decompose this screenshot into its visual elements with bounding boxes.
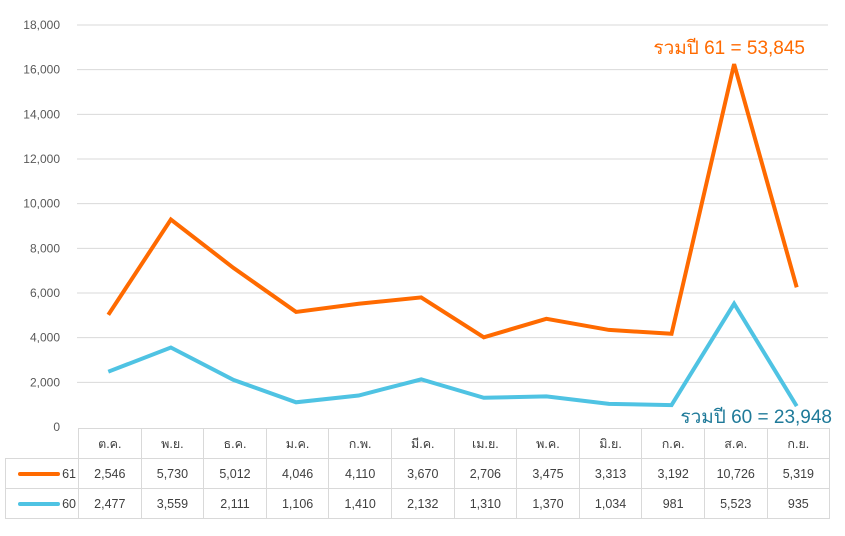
legend-entry: 60: [5, 488, 79, 519]
data-label: 2,546: [78, 458, 142, 489]
data-label: 3,313: [578, 458, 643, 489]
data-label: 935: [766, 488, 831, 519]
data-label: 5,523: [703, 488, 768, 519]
x-tick-label: พ.ค.: [516, 428, 580, 459]
y-tick-label: 2,000: [30, 375, 60, 389]
data-label: 1,370: [516, 488, 580, 519]
y-tick-label: 16,000: [23, 63, 60, 77]
data-label: 10,726: [703, 458, 768, 489]
x-tick-label: เม.ย.: [453, 428, 518, 459]
y-tick-label: 4,000: [30, 331, 60, 345]
y-tick-label: 18,000: [23, 18, 60, 32]
x-tick-label: ต.ค.: [78, 428, 142, 459]
data-label: 2,111: [203, 488, 267, 519]
x-tick-label: ธ.ค.: [203, 428, 267, 459]
y-tick-label: 12,000: [23, 152, 60, 166]
series-line-61: [106, 63, 799, 340]
legend-swatch: [18, 472, 61, 477]
legend-entry: 61: [5, 458, 79, 489]
y-tick-label: 8,000: [30, 241, 60, 255]
data-label: 3,670: [390, 458, 455, 489]
data-label: 1,106: [265, 488, 330, 519]
data-label: 2,132: [390, 488, 455, 519]
data-label: 1,410: [328, 488, 392, 519]
x-tick-label: ก.ย.: [766, 428, 831, 459]
x-tick-label: ก.พ.: [328, 428, 392, 459]
data-label: 2,706: [453, 458, 518, 489]
data-label: 5,012: [203, 458, 267, 489]
x-tick-label: ม.ค.: [265, 428, 330, 459]
table-corner: [5, 428, 79, 459]
data-label: 3,192: [641, 458, 705, 489]
y-tick-label: 6,000: [30, 286, 60, 300]
data-label: 3,559: [140, 488, 205, 519]
data-label: 1,310: [453, 488, 518, 519]
data-label: 4,046: [265, 458, 330, 489]
data-label: 3,475: [516, 458, 580, 489]
y-tick-label: 0: [53, 420, 60, 434]
table-row: 60 2,477 3,559 2,111 1,106 1,410 2,132 1,310 1,3…: [5, 488, 831, 519]
x-tick-label: พ.ย.: [140, 428, 205, 459]
annotation-total-60: รวมปี 60 = 23,948: [680, 406, 832, 428]
series-line-60: [107, 299, 799, 408]
data-label: 5,730: [140, 458, 205, 489]
y-tick-label: 14,000: [23, 107, 60, 121]
data-label: 2,477: [78, 488, 142, 519]
legend-label: 61: [62, 466, 76, 481]
legend-label: 60: [62, 496, 76, 511]
data-label: 1,034: [578, 488, 643, 519]
x-tick-label: มิ.ย.: [578, 428, 643, 459]
table-row: 61 2,546 5,730 5,012 4,046 4,110 3,670 2,706 3,4…: [5, 458, 831, 489]
x-tick-label: มี.ค.: [390, 428, 455, 459]
legend-swatch: [18, 502, 61, 507]
data-label: 981: [641, 488, 705, 519]
y-tick-label: 10,000: [23, 197, 60, 211]
data-label: 5,319: [766, 458, 831, 489]
data-label: 4,110: [328, 458, 392, 489]
x-tick-label: ก.ค.: [641, 428, 705, 459]
x-tick-label: ส.ค.: [703, 428, 768, 459]
data-table: ต.ค. พ.ย. ธ.ค. ม.ค. ก.พ. มี.ค. เม.ย. พ.ค. มิ.ย. ก…: [5, 428, 831, 519]
annotation-total-61: รวมปี 61 = 53,845: [653, 37, 805, 59]
